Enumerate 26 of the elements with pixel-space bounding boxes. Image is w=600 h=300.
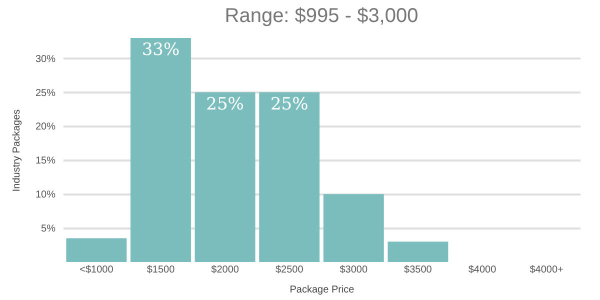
data-label: 33% — [142, 40, 180, 60]
y-tick-label: 30% — [35, 54, 56, 65]
x-tick-label: $4000 — [468, 264, 497, 276]
x-tick-label: $1500 — [146, 264, 176, 276]
y-axis-title: Industry Packages — [11, 109, 22, 192]
bar — [130, 38, 191, 262]
y-tick-label: 25% — [35, 88, 56, 99]
x-tick-label: $3000 — [340, 264, 368, 276]
chart-title: Range: $995 - $3,000 — [224, 5, 418, 27]
bar — [388, 242, 448, 262]
x-tick-label: $2500 — [275, 264, 304, 276]
x-tick-label: <$1000 — [80, 264, 114, 276]
y-tick-label: 15% — [35, 156, 56, 167]
x-tick-label: $4000+ — [530, 264, 564, 276]
data-label: 25% — [270, 94, 308, 114]
y-tick-label: 20% — [35, 122, 56, 133]
bar — [323, 194, 384, 262]
x-tick-label: $2000 — [211, 264, 240, 276]
bar — [66, 238, 127, 262]
y-tick-label: 10% — [35, 190, 56, 201]
data-label: 25% — [206, 94, 244, 114]
bar — [259, 92, 320, 262]
bar — [194, 92, 256, 262]
x-tick-label: $3500 — [404, 264, 432, 276]
x-axis-title: Package Price — [290, 284, 355, 296]
y-tick-label: 5% — [41, 224, 56, 235]
